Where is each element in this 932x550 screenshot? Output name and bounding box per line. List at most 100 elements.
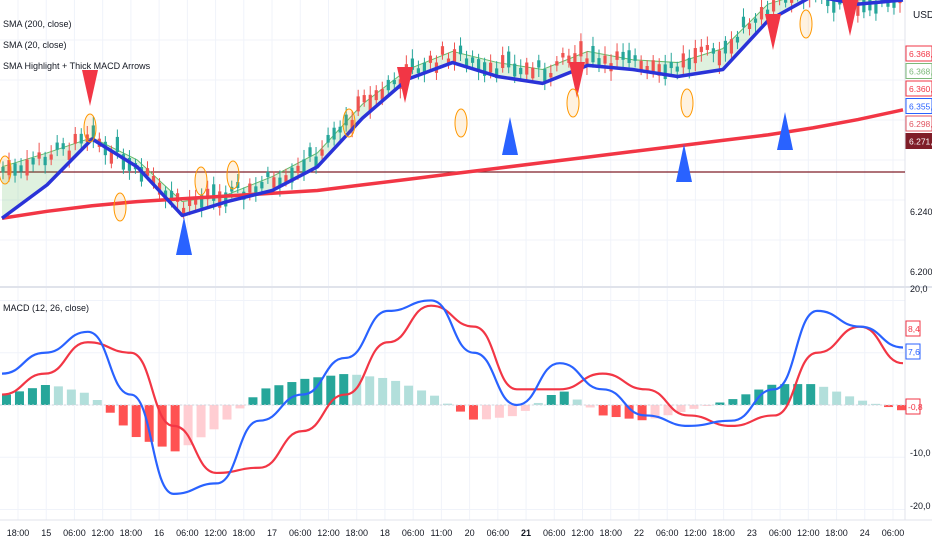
macd-histogram-bar bbox=[702, 405, 712, 406]
candle-body bbox=[374, 90, 378, 101]
candle-body bbox=[669, 62, 673, 69]
candle-body bbox=[25, 159, 29, 176]
currency-label[interactable]: USD bbox=[913, 10, 932, 21]
macd-histogram-bar bbox=[741, 394, 751, 405]
candle-body bbox=[19, 165, 23, 172]
price-tag-label: 6.368,4 bbox=[909, 67, 932, 77]
signal-ellipse bbox=[0, 155, 12, 185]
candle-body bbox=[85, 134, 89, 142]
time-tick-label: 06:00 bbox=[176, 528, 199, 538]
time-tick-label: 20 bbox=[465, 528, 475, 538]
candle-body bbox=[513, 63, 517, 77]
macd-histogram-bar bbox=[715, 402, 725, 405]
candle-body bbox=[13, 163, 17, 176]
candle-body bbox=[573, 53, 577, 65]
candle-body bbox=[790, 0, 794, 3]
candle-body bbox=[555, 61, 559, 66]
sell-arrow bbox=[765, 14, 781, 50]
macd-histogram-bar bbox=[365, 376, 375, 405]
macd-histogram-bar bbox=[676, 405, 686, 413]
candle-body bbox=[266, 171, 270, 178]
candle-body bbox=[458, 45, 463, 55]
time-tick-label: 06:00 bbox=[882, 528, 905, 538]
macd-value-tag-box bbox=[905, 398, 921, 415]
macd-histogram-bar bbox=[352, 374, 362, 405]
time-tick-label: 18:00 bbox=[825, 528, 848, 538]
candle-body bbox=[615, 51, 619, 60]
macd-histogram-bar bbox=[378, 377, 388, 405]
candle-body bbox=[681, 53, 685, 68]
indicator-sma200-label[interactable]: SMA (200, close) bbox=[3, 19, 72, 29]
candle-body bbox=[320, 149, 324, 156]
macd-histogram-bar bbox=[585, 405, 595, 408]
macd-histogram-bar bbox=[105, 405, 115, 413]
candle-body bbox=[344, 114, 348, 126]
candle-body bbox=[254, 186, 258, 195]
candle-body bbox=[483, 62, 487, 76]
candle-body bbox=[350, 119, 354, 129]
candle-body bbox=[507, 51, 511, 68]
macd-histogram-bar bbox=[858, 400, 868, 405]
candle-body bbox=[410, 58, 414, 70]
signal-ellipse bbox=[680, 88, 694, 118]
candle-body bbox=[338, 126, 342, 133]
sma200-line bbox=[1, 108, 904, 220]
price-tag-box bbox=[905, 63, 932, 79]
candle-body bbox=[657, 64, 661, 76]
time-tick-label: 06:00 bbox=[402, 528, 425, 538]
candle-body bbox=[109, 152, 113, 164]
signal-ellipse bbox=[194, 166, 208, 196]
candle-body bbox=[236, 181, 240, 189]
candle-body bbox=[260, 182, 264, 189]
indicator-sma20-label[interactable]: SMA (20, close) bbox=[3, 40, 67, 50]
macd-histogram-bar bbox=[819, 386, 829, 405]
macd-indicator-label[interactable]: MACD (12, 26, close) bbox=[3, 303, 90, 313]
candle-body bbox=[368, 94, 372, 112]
macd-histogram-bar bbox=[533, 402, 543, 405]
time-tick-label: 18:00 bbox=[7, 528, 30, 538]
time-tick-label: 24 bbox=[860, 528, 870, 538]
candle-body bbox=[561, 53, 565, 58]
macd-histogram-bar bbox=[624, 405, 634, 419]
time-tick-label: 11:00 bbox=[430, 528, 452, 538]
candle-body bbox=[501, 55, 505, 69]
macd-histogram-bar bbox=[313, 377, 323, 405]
candle-body bbox=[428, 55, 433, 63]
macd-histogram-bar bbox=[689, 405, 699, 409]
candle-body bbox=[489, 62, 493, 73]
indicator-highlight-label[interactable]: SMA Highlight + Thick MACD Arrows bbox=[3, 61, 151, 71]
time-tick-label: 17 bbox=[267, 528, 277, 538]
macd-tick-label: -10,0 bbox=[910, 448, 931, 458]
sma-highlight-upper-line bbox=[1, 0, 864, 203]
buy-arrow bbox=[502, 117, 518, 155]
time-tick-label: 18:00 bbox=[120, 528, 143, 538]
macd-histogram-bar bbox=[53, 386, 63, 405]
candle-body bbox=[145, 168, 150, 176]
macd-histogram-bar bbox=[598, 405, 608, 416]
buy-arrow bbox=[777, 112, 793, 150]
time-tick-label: 06:00 bbox=[63, 528, 86, 538]
macd-histogram-bar bbox=[170, 405, 180, 452]
candle-body bbox=[675, 66, 679, 72]
macd-histogram-bar bbox=[391, 380, 401, 405]
candle-body bbox=[868, 0, 872, 11]
buy-arrow bbox=[676, 144, 692, 182]
candle-body bbox=[579, 41, 583, 57]
time-tick-label: 06:00 bbox=[769, 528, 792, 538]
candle-body bbox=[741, 16, 746, 28]
time-tick-label: 12:00 bbox=[571, 528, 594, 538]
time-tick-label: 18:00 bbox=[712, 528, 735, 538]
candle-body bbox=[543, 69, 547, 82]
signal-ellipse bbox=[342, 108, 356, 138]
candle-body bbox=[356, 96, 360, 112]
macd-value-tag-box bbox=[905, 320, 921, 337]
candle-body bbox=[67, 150, 71, 160]
macd-histogram-bar bbox=[417, 390, 427, 405]
price-tick-label: 6.200,0 bbox=[910, 267, 932, 277]
candle-body bbox=[747, 23, 752, 30]
macd-histogram-bar bbox=[92, 400, 102, 405]
time-tick-label: 22 bbox=[634, 528, 644, 538]
macd-histogram-bar bbox=[845, 396, 855, 405]
candle-body bbox=[380, 89, 384, 100]
